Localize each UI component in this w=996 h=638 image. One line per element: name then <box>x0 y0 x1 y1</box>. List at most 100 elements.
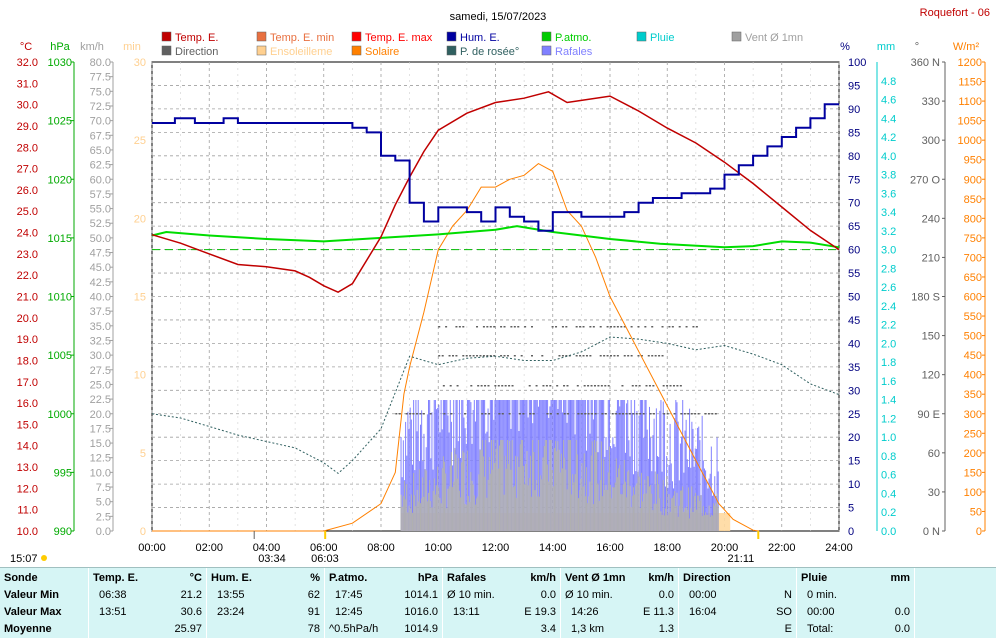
vent-max-time: 14:26 <box>571 606 599 618</box>
patmo-min-value: 1014.1 <box>404 589 438 601</box>
solar-axis-tick: 650 <box>964 272 982 284</box>
grid <box>151 62 840 531</box>
direction-dot <box>462 326 465 328</box>
direction-dot <box>630 355 633 357</box>
direction-dot <box>565 326 568 328</box>
rafales-max-value: E 19.3 <box>524 606 556 618</box>
direction-dot <box>620 326 623 328</box>
percent-axis-tick: 100 <box>848 57 866 69</box>
sun-icon <box>41 555 47 561</box>
percent-axis-tick: 25 <box>848 409 860 421</box>
direction-row2-value: SO <box>776 606 792 618</box>
row-label-mean: Moyenne <box>4 623 52 635</box>
direction-dot <box>658 355 661 357</box>
direction-axis-tick: 240 <box>922 213 940 225</box>
direction-dot <box>567 413 570 415</box>
direction-dot <box>600 385 603 387</box>
direction-dot <box>631 385 634 387</box>
wind-unit-label: km/h <box>80 41 104 53</box>
percent-axis-tick: 40 <box>848 338 860 350</box>
wind-axis-tick: 72.5 <box>90 101 111 113</box>
direction-dot <box>627 355 630 357</box>
direction-dot <box>470 385 473 387</box>
direction-dot <box>517 326 520 328</box>
minutes-axis-tick: 5 <box>140 448 146 460</box>
direction-dot <box>469 355 472 357</box>
x-axis-tick: 22:00 <box>768 542 796 554</box>
patmo-column: P.atmo. hPa 17:45 1014.1 12:45 1016.0 ^0.5h… <box>325 568 443 638</box>
pressure-axis-tick: 1015 <box>48 233 72 245</box>
direction-dot <box>442 385 445 387</box>
direction-axis-tick: 330 <box>922 96 940 108</box>
chart-title: samedi, 15/07/2023 <box>450 11 547 23</box>
rain-axis-tick: 1.6 <box>881 376 896 388</box>
rain-axis-tick: 2.6 <box>881 282 896 294</box>
wind-axis-tick: 0.0 <box>96 526 111 538</box>
pluie-title: Pluie <box>801 572 828 584</box>
direction-dot <box>558 355 561 357</box>
rafales-title: Rafales <box>447 572 487 584</box>
vent-mean-value: 1.3 <box>658 623 674 635</box>
direction-dot <box>603 355 606 357</box>
direction-dot <box>678 326 681 328</box>
direction-dot <box>704 413 707 415</box>
rain-axis-tick: 4.2 <box>881 132 896 144</box>
percent-axis-tick: 15 <box>848 456 860 468</box>
direction-dot <box>606 355 609 357</box>
wind-axis-tick: 60.0 <box>90 174 111 186</box>
patmo-unit: hPa <box>417 572 438 584</box>
rain-axis-tick: 3.6 <box>881 188 896 200</box>
direction-dot <box>652 385 655 387</box>
solar-axis-tick: 300 <box>964 409 982 421</box>
legend: Temp. E. Temp. E. min Temp. E. max Hum. E. P… <box>161 31 803 58</box>
direction-dot <box>589 355 592 357</box>
solar-axis-tick: 500 <box>964 331 982 343</box>
x-axis-tick: 10:00 <box>424 542 452 554</box>
solar-axis-tick: 1100 <box>958 96 982 108</box>
solar-axis-tick: 800 <box>964 213 982 225</box>
wind-axis-tick: 62.5 <box>90 160 111 172</box>
direction-dot <box>546 413 549 415</box>
direction-dot <box>651 326 654 328</box>
solar-unit-label: W/m² <box>953 41 980 53</box>
direction-dot <box>576 385 579 387</box>
percent-axis-tick: 95 <box>848 80 860 92</box>
patmo-max-time: 12:45 <box>335 606 363 618</box>
pressure-axis-tick: 990 <box>54 526 72 538</box>
minutes-axis-tick: 25 <box>134 135 146 147</box>
direction-dot <box>566 385 569 387</box>
direction-dot <box>591 413 594 415</box>
temp-max-time: 13:51 <box>99 606 127 618</box>
legend-swatch <box>256 45 267 56</box>
direction-dot <box>481 413 484 415</box>
wind-axis-tick: 47.5 <box>90 248 111 260</box>
rain-axis-tick: 0.0 <box>881 526 896 538</box>
temp-axis-tick: 16.0 <box>17 398 38 410</box>
direction-dot <box>628 413 631 415</box>
legend-label: Vent Ø 1mn <box>745 32 803 44</box>
rafales-unit: km/h <box>530 572 556 584</box>
direction-dot <box>472 355 475 357</box>
wind-bars <box>400 440 719 531</box>
direction-dot <box>616 326 619 328</box>
pressure-line <box>151 225 840 249</box>
direction-dot <box>695 326 698 328</box>
percent-axis-tick: 10 <box>848 479 860 491</box>
direction-dot <box>565 355 568 357</box>
direction-dot <box>549 385 552 387</box>
direction-dot <box>542 385 545 387</box>
minutes-axis-tick: 0 <box>140 526 146 538</box>
wind-axis-tick: 45.0 <box>90 262 111 274</box>
legend-label: Direction <box>175 46 218 58</box>
direction-dot <box>487 385 490 387</box>
solar-axis-tick: 550 <box>964 311 982 323</box>
direction-axis-tick: 120 <box>922 370 940 382</box>
direction-dot <box>587 413 590 415</box>
direction-dot <box>476 355 479 357</box>
temp-axis-tick: 11.0 <box>17 505 38 517</box>
wind-axis-tick: 5.0 <box>96 497 111 509</box>
rain-axis-tick: 1.8 <box>881 357 896 369</box>
percent-axis-tick: 65 <box>848 221 860 233</box>
direction-dot <box>694 413 697 415</box>
direction-dot <box>585 355 588 357</box>
